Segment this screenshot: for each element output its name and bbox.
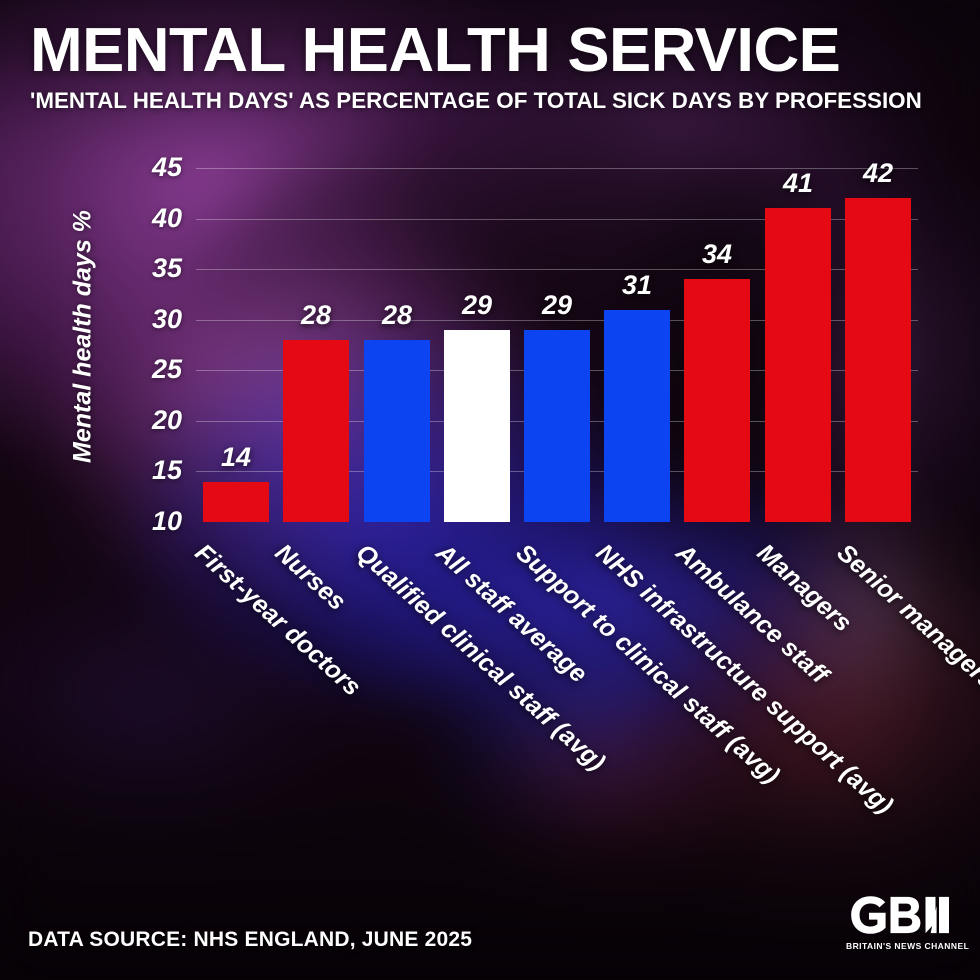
gridline [196, 319, 918, 321]
gridline [196, 218, 918, 220]
page-title: MENTAL HEALTH SERVICE [30, 16, 841, 85]
y-axis-tick-label: 40 [151, 202, 182, 233]
x-axis-label-2: Nurses [269, 538, 352, 617]
gbnews-logo-mark [851, 896, 949, 934]
y-axis-ticks: 45 40 35 30 25 20 15 10 [120, 0, 182, 980]
bar-value-label: 28 [381, 299, 413, 330]
bar-5[interactable] [524, 329, 590, 522]
bar-value-label: 14 [220, 441, 252, 472]
bar-value-label: 28 [300, 299, 332, 330]
bar-value-label: 41 [782, 168, 814, 199]
bar-8[interactable] [765, 208, 831, 522]
gridline [196, 168, 918, 169]
bar-7[interactable] [684, 279, 750, 522]
bar-value-label: 42 [862, 158, 894, 189]
gbnews-logo: BRITAIN'S NEWS CHANNEL [846, 893, 970, 959]
bar-3[interactable] [364, 339, 430, 522]
bar-value-label: 34 [701, 239, 733, 270]
y-axis-tick-label: 15 [151, 455, 182, 486]
page-subtitle: 'MENTAL HEALTH DAYS' AS PERCENTAGE OF TO… [30, 88, 922, 113]
bar-2[interactable] [283, 339, 349, 522]
y-axis-tick-label: 45 [151, 152, 182, 182]
y-axis-tick-label: 20 [151, 404, 182, 435]
bar-6[interactable] [604, 309, 670, 522]
gridline [196, 269, 918, 271]
y-axis-tick-label: 10 [151, 506, 182, 536]
bar-value-label: 31 [621, 269, 653, 300]
bar-4[interactable] [444, 329, 510, 522]
bar-9[interactable] [845, 198, 911, 522]
x-axis-label-6: NHS infrastructure support (avg) [590, 538, 899, 820]
y-axis-tick-label: 25 [151, 354, 182, 385]
bar-1[interactable] [203, 481, 269, 522]
gbnews-logo-tagline: BRITAIN'S NEWS CHANNEL [846, 941, 970, 951]
y-axis-title: Mental health days % [68, 210, 97, 463]
bar-value-label: 29 [461, 289, 493, 320]
y-axis-tick-label: 30 [151, 303, 182, 334]
y-axis-tick-label: 35 [151, 253, 182, 284]
data-source-note: DATA SOURCE: NHS ENGLAND, JUNE 2025 [28, 928, 473, 951]
bar-value-label: 29 [541, 289, 573, 320]
